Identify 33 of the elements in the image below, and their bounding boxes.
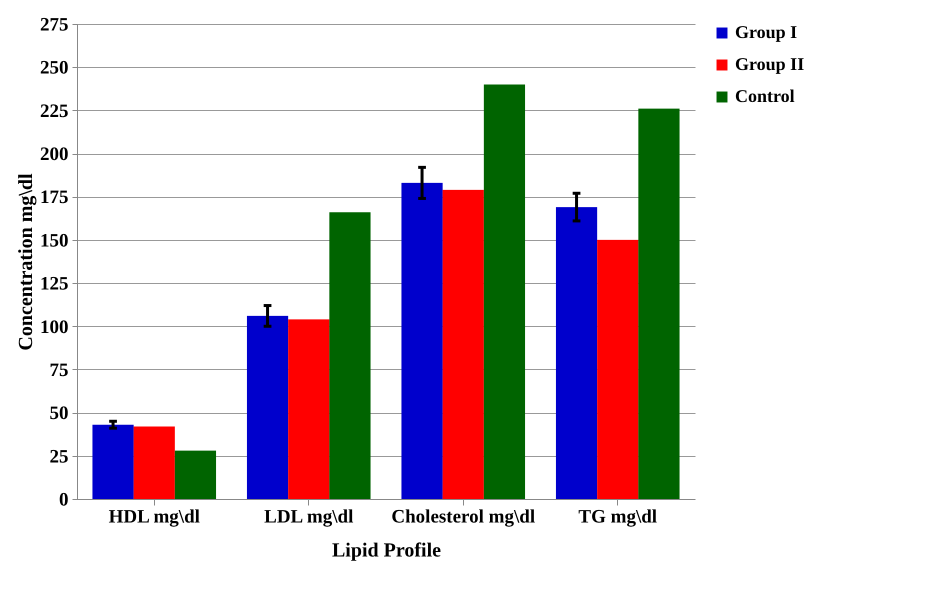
bar — [92, 424, 134, 499]
x-tick-label: HDL mg\dl — [108, 506, 200, 528]
y-tick-label: 75 — [50, 360, 68, 381]
bar — [597, 240, 638, 499]
bar — [288, 319, 330, 499]
y-tick-label: 150 — [40, 230, 68, 252]
y-tick-label: 225 — [40, 100, 68, 122]
bar — [134, 426, 175, 499]
y-tick-label: 175 — [40, 187, 68, 208]
y-tick-label: 275 — [40, 14, 68, 36]
y-axis-title: Concentration mg\dl — [15, 172, 37, 351]
x-tick-label: LDL mg\dl — [264, 506, 354, 528]
y-tick-label: 125 — [40, 274, 68, 295]
y-tick-label: 0 — [59, 490, 68, 510]
bar — [246, 316, 288, 499]
bar — [484, 84, 526, 499]
legend-label: Group II — [735, 54, 804, 74]
y-tick-label: 50 — [50, 403, 68, 424]
bar — [556, 207, 598, 499]
x-tick-label: Cholesterol mg\dl — [391, 506, 536, 528]
x-tick-label: TG mg\dl — [578, 506, 658, 528]
bar — [174, 450, 216, 499]
x-axis-title: Lipid Profile — [332, 540, 442, 562]
y-tick-label: 250 — [40, 58, 68, 79]
bar — [442, 190, 484, 499]
bar — [401, 182, 443, 499]
bar — [638, 108, 680, 499]
y-tick-label: 25 — [50, 446, 68, 468]
y-tick-label: 100 — [40, 316, 68, 338]
legend-label: Group I — [735, 22, 798, 42]
bar — [329, 212, 371, 499]
legend-label: Control — [735, 86, 795, 106]
y-tick-label: 200 — [40, 144, 68, 166]
